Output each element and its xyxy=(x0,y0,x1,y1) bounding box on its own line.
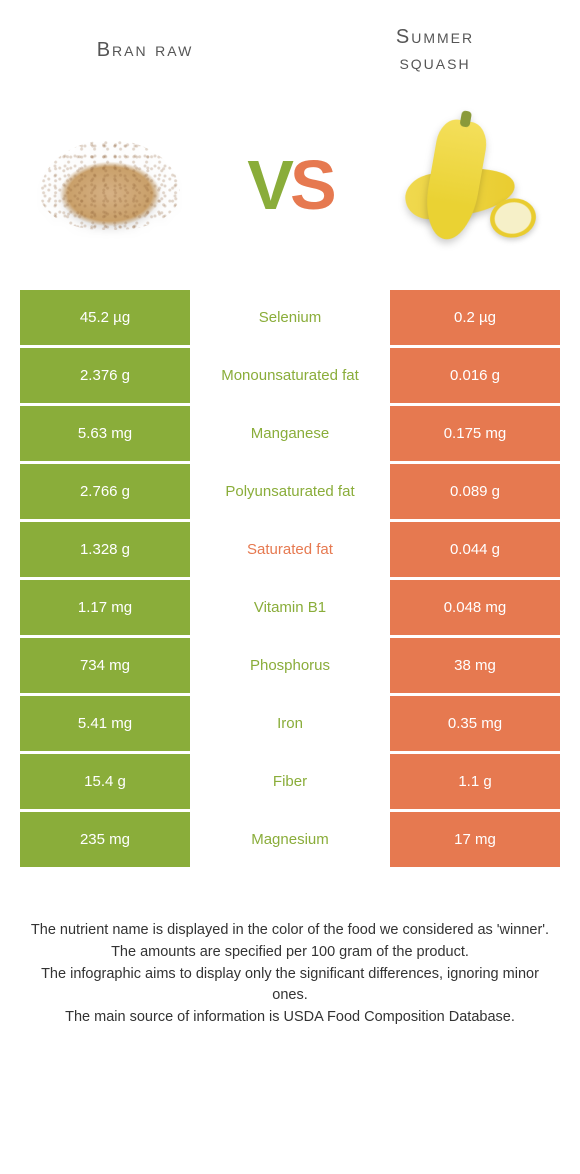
table-row: 2.376 gMonounsaturated fat0.016 g xyxy=(20,348,560,403)
value-left: 1.328 g xyxy=(20,522,190,577)
table-row: 734 mgPhosphorus38 mg xyxy=(20,638,560,693)
vs-s: S xyxy=(290,145,333,225)
nutrient-name: Monounsaturated fat xyxy=(190,348,390,403)
title-right-line2: squash xyxy=(399,52,470,74)
nutrient-name: Fiber xyxy=(190,754,390,809)
footer-notes: The nutrient name is displayed in the co… xyxy=(0,870,580,1029)
squash-image xyxy=(390,110,550,260)
bran-pile-icon xyxy=(40,140,180,230)
nutrient-name: Vitamin B1 xyxy=(190,580,390,635)
vs-label: VS xyxy=(247,145,332,225)
value-left: 45.2 µg xyxy=(20,290,190,345)
nutrient-name: Saturated fat xyxy=(190,522,390,577)
vs-v: V xyxy=(247,145,290,225)
value-left: 1.17 mg xyxy=(20,580,190,635)
nutrient-name: Selenium xyxy=(190,290,390,345)
value-left: 2.766 g xyxy=(20,464,190,519)
value-left: 5.41 mg xyxy=(20,696,190,751)
footer-line-3: The infographic aims to display only the… xyxy=(30,964,550,1008)
header: Bran raw Summer squash xyxy=(0,0,580,100)
nutrient-name: Magnesium xyxy=(190,812,390,867)
value-left: 2.376 g xyxy=(20,348,190,403)
bran-image xyxy=(30,110,190,260)
value-right: 0.089 g xyxy=(390,464,560,519)
images-row: VS xyxy=(0,100,580,290)
table-row: 45.2 µgSelenium0.2 µg xyxy=(20,290,560,345)
nutrient-name: Polyunsaturated fat xyxy=(190,464,390,519)
title-left: Bran raw xyxy=(0,37,290,63)
table-row: 5.63 mgManganese0.175 mg xyxy=(20,406,560,461)
comparison-table: 45.2 µgSelenium0.2 µg2.376 gMonounsatura… xyxy=(0,290,580,867)
value-left: 734 mg xyxy=(20,638,190,693)
nutrient-name: Iron xyxy=(190,696,390,751)
value-right: 0.2 µg xyxy=(390,290,560,345)
footer-line-1: The nutrient name is displayed in the co… xyxy=(30,920,550,942)
value-left: 235 mg xyxy=(20,812,190,867)
title-right-line1: Summer xyxy=(396,26,474,48)
table-row: 15.4 gFiber1.1 g xyxy=(20,754,560,809)
value-right: 0.35 mg xyxy=(390,696,560,751)
table-row: 1.328 gSaturated fat0.044 g xyxy=(20,522,560,577)
table-row: 1.17 mgVitamin B10.048 mg xyxy=(20,580,560,635)
squash-icon xyxy=(395,115,545,255)
table-row: 5.41 mgIron0.35 mg xyxy=(20,696,560,751)
value-right: 38 mg xyxy=(390,638,560,693)
title-right: Summer squash xyxy=(290,24,580,76)
value-right: 0.044 g xyxy=(390,522,560,577)
table-row: 235 mgMagnesium17 mg xyxy=(20,812,560,867)
value-right: 1.1 g xyxy=(390,754,560,809)
value-right: 0.016 g xyxy=(390,348,560,403)
table-row: 2.766 gPolyunsaturated fat0.089 g xyxy=(20,464,560,519)
footer-line-2: The amounts are specified per 100 gram o… xyxy=(30,942,550,964)
value-left: 5.63 mg xyxy=(20,406,190,461)
value-right: 0.175 mg xyxy=(390,406,560,461)
value-right: 17 mg xyxy=(390,812,560,867)
value-left: 15.4 g xyxy=(20,754,190,809)
footer-line-4: The main source of information is USDA F… xyxy=(30,1007,550,1029)
nutrient-name: Phosphorus xyxy=(190,638,390,693)
nutrient-name: Manganese xyxy=(190,406,390,461)
value-right: 0.048 mg xyxy=(390,580,560,635)
